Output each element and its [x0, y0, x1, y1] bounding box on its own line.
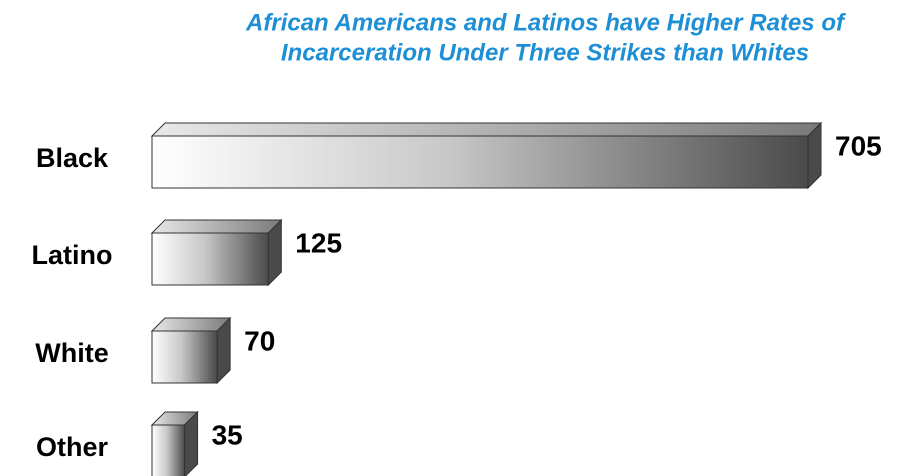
bar-top [150, 122, 823, 137]
category-label: Other [36, 432, 109, 462]
bar [150, 410, 199, 476]
bar-front [151, 135, 809, 189]
chart-title: Incarceration Under Three Strikes than W… [281, 39, 809, 66]
bar [150, 218, 283, 287]
data-label: 70 [244, 325, 275, 356]
bar [150, 316, 232, 385]
category-label: Black [36, 143, 109, 173]
category-label: Latino [32, 240, 113, 270]
bar-front [151, 330, 218, 384]
bar-top [150, 219, 283, 234]
data-label: 125 [295, 227, 342, 258]
data-label: 35 [212, 419, 243, 450]
bar [150, 121, 823, 190]
category-label: White [35, 338, 109, 368]
data-label: 705 [835, 130, 882, 161]
chart-title: African Americans and Latinos have Highe… [245, 9, 846, 36]
bar-front [151, 424, 186, 476]
bar-front [151, 232, 269, 286]
